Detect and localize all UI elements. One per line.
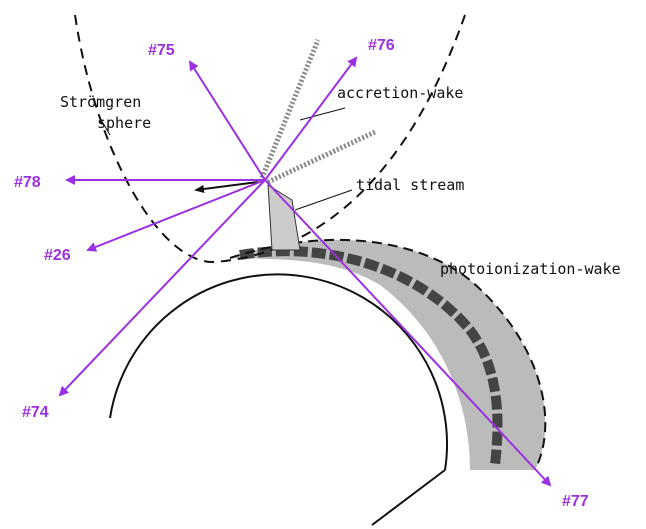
- marker-arrow: [188, 60, 266, 181]
- dense-wake: [239, 246, 503, 466]
- photoionization-wake-band: [230, 239, 546, 470]
- marker-arrow: [86, 179, 266, 252]
- annotation: sphere: [97, 114, 151, 132]
- marker-label: #76: [368, 37, 395, 54]
- annotation: Strömgren: [60, 93, 141, 111]
- accretion-streams: [259, 39, 377, 185]
- marker-label: #26: [44, 247, 71, 264]
- wake-boundary: [229, 238, 547, 471]
- marker-arrow: [264, 56, 358, 181]
- annotation: accretion-wake: [337, 84, 463, 102]
- star-circle: [109, 273, 448, 471]
- tidal-stream-shape: [267, 184, 301, 251]
- marker-overlay: #75 #76 #78 #26 #74 #77: [14, 37, 589, 510]
- pointer-line: [99, 117, 111, 136]
- pointer-line: [299, 107, 346, 121]
- marker-label: #77: [562, 493, 589, 510]
- annotation: photoionization-wake: [440, 260, 621, 278]
- velocity-arrow: [194, 181, 259, 193]
- pointer-line: [294, 189, 353, 211]
- marker-label: #74: [22, 404, 49, 421]
- marker-label: #75: [148, 42, 175, 59]
- marker-label: #78: [14, 174, 41, 191]
- star-edge: [371, 469, 446, 526]
- marker-arrow: [58, 179, 266, 397]
- marker-arrow: [264, 179, 552, 487]
- figure: Strömgren sphere accretion-wake tidal st…: [60, 14, 621, 526]
- annotation: tidal stream: [356, 176, 464, 194]
